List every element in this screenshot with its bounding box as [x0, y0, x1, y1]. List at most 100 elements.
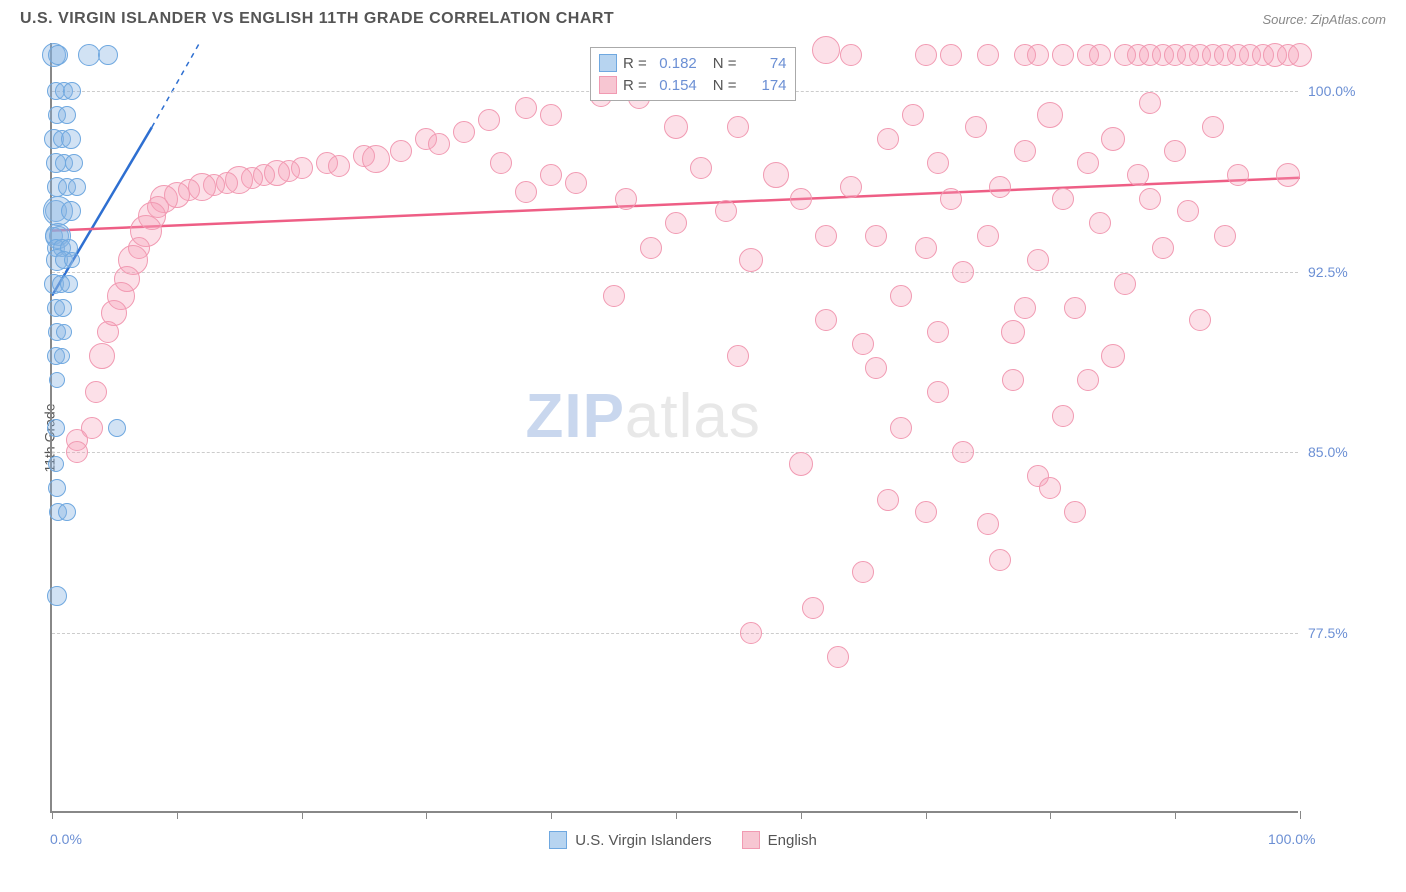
english-point — [927, 321, 949, 343]
correlation-legend-row: R =0.154N =174 — [599, 74, 787, 96]
y-tick-label: 100.0% — [1308, 83, 1368, 99]
series-legend-label: U.S. Virgin Islanders — [575, 832, 711, 849]
chart-container: 11th Grade ZIPatlas 77.5%85.0%92.5%100.0… — [20, 33, 1386, 843]
english-point — [1064, 297, 1086, 319]
english-point — [902, 104, 924, 126]
n-value: 74 — [743, 55, 787, 72]
usvi-point — [65, 154, 83, 172]
english-point — [1127, 164, 1149, 186]
english-point — [1089, 212, 1111, 234]
english-point — [940, 44, 962, 66]
x-tick — [302, 811, 303, 819]
r-value: 0.182 — [653, 55, 697, 72]
gridline — [52, 633, 1298, 634]
x-axis-min-label: 0.0% — [50, 831, 82, 847]
english-point — [1177, 200, 1199, 222]
english-point — [390, 140, 412, 162]
usvi-point — [60, 275, 78, 293]
english-point — [1139, 188, 1161, 210]
correlation-legend: R =0.182N =74R =0.154N =174 — [590, 47, 796, 101]
source-attribution: Source: ZipAtlas.com — [1262, 12, 1386, 27]
english-point — [1152, 237, 1174, 259]
english-point — [540, 104, 562, 126]
english-point — [1077, 152, 1099, 174]
x-tick — [52, 811, 53, 819]
usvi-point — [58, 106, 76, 124]
english-point — [690, 157, 712, 179]
english-point — [664, 115, 688, 139]
english-point — [915, 237, 937, 259]
english-point — [1077, 369, 1099, 391]
english-point — [915, 501, 937, 523]
trendlines-svg — [52, 43, 1300, 813]
usvi-trendline-extension — [152, 43, 227, 127]
usvi-point — [108, 419, 126, 437]
english-point — [66, 441, 88, 463]
x-axis-max-label: 100.0% — [1268, 831, 1315, 847]
english-point — [890, 285, 912, 307]
english-point — [665, 212, 687, 234]
english-point — [1164, 140, 1186, 162]
english-point — [852, 561, 874, 583]
english-point — [1001, 320, 1025, 344]
usvi-point — [68, 178, 86, 196]
watermark: ZIPatlas — [525, 381, 760, 452]
legend-swatch — [599, 54, 617, 72]
english-point — [1014, 297, 1036, 319]
english-point — [1214, 225, 1236, 247]
usvi-point — [47, 419, 65, 437]
usvi-point — [78, 44, 100, 66]
series-legend-item: English — [742, 831, 817, 849]
english-point — [362, 145, 390, 173]
english-point — [1037, 102, 1063, 128]
n-label: N = — [713, 77, 737, 94]
english-point — [1202, 116, 1224, 138]
english-point — [478, 109, 500, 131]
english-point — [1276, 163, 1300, 187]
english-point — [877, 128, 899, 150]
english-point — [965, 116, 987, 138]
english-point — [1139, 92, 1161, 114]
english-point — [97, 321, 119, 343]
english-point — [1114, 273, 1136, 295]
english-point — [815, 225, 837, 247]
english-point — [1227, 164, 1249, 186]
english-point — [865, 225, 887, 247]
english-point — [890, 417, 912, 439]
usvi-point — [98, 45, 118, 65]
english-point — [877, 489, 899, 511]
english-point — [865, 357, 887, 379]
english-point — [85, 381, 107, 403]
english-point — [977, 225, 999, 247]
x-tick — [426, 811, 427, 819]
english-point — [840, 176, 862, 198]
usvi-point — [63, 82, 81, 100]
usvi-point — [61, 129, 81, 149]
english-point — [540, 164, 562, 186]
english-point — [1052, 188, 1074, 210]
english-point — [840, 44, 862, 66]
plot-area: ZIPatlas 77.5%85.0%92.5%100.0% — [50, 43, 1298, 813]
english-point — [515, 181, 537, 203]
x-tick — [676, 811, 677, 819]
english-point — [1014, 140, 1036, 162]
x-tick — [926, 811, 927, 819]
english-point — [1288, 43, 1312, 67]
english-point — [915, 44, 937, 66]
series-legend-item: U.S. Virgin Islanders — [549, 831, 711, 849]
english-point — [89, 343, 115, 369]
english-point — [1064, 501, 1086, 523]
usvi-point — [64, 252, 80, 268]
english-point — [1027, 249, 1049, 271]
y-tick-label: 85.0% — [1308, 444, 1368, 460]
gridline — [52, 452, 1298, 453]
english-point — [428, 133, 450, 155]
x-tick — [1175, 811, 1176, 819]
english-point — [789, 452, 813, 476]
usvi-point — [61, 201, 81, 221]
english-point — [989, 549, 1011, 571]
usvi-point — [48, 45, 68, 65]
correlation-legend-row: R =0.182N =74 — [599, 52, 787, 74]
english-point — [727, 345, 749, 367]
legend-swatch — [549, 831, 567, 849]
